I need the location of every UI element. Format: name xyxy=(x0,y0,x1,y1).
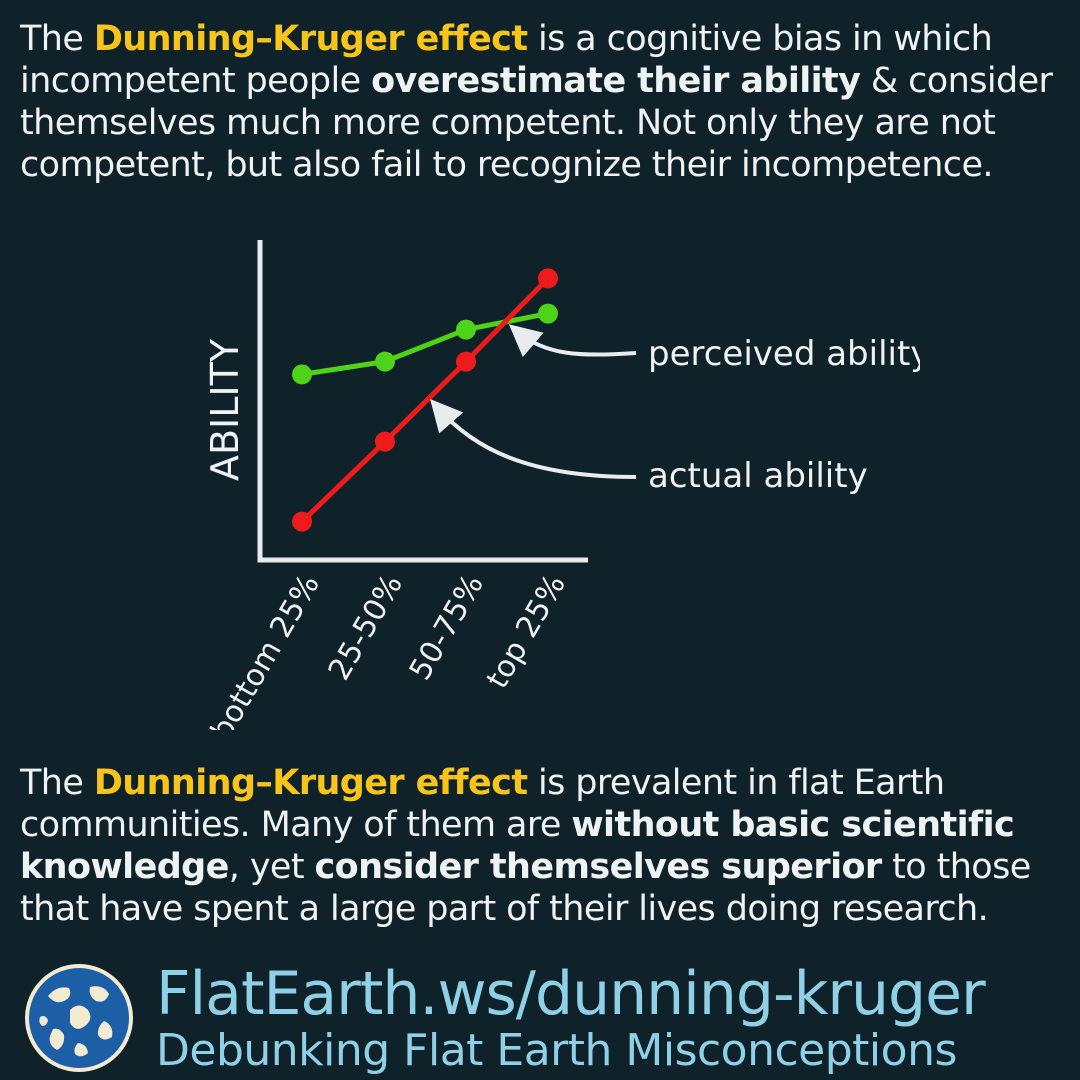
outro-term-highlight: Dunning–Kruger effect xyxy=(93,763,528,803)
intro-paragraph: The Dunning–Kruger effect is a cognitive… xyxy=(20,18,1065,186)
actual-ability-point-3 xyxy=(456,351,476,372)
intro-bold-phrase: overestimate their ability xyxy=(371,61,861,101)
intro-text-2: is a cognitive bias in which incompetent… xyxy=(20,19,993,101)
actual-ability-point-1 xyxy=(292,511,312,532)
globe-map-icon xyxy=(25,964,133,1072)
intro-term-highlight: Dunning–Kruger effect xyxy=(93,19,528,59)
x-tick-label: 50-75% xyxy=(403,569,491,687)
x-tick-label: top 25% xyxy=(480,569,573,695)
intro-text-3: & consider themselves much more competen… xyxy=(20,61,1053,185)
series-layer xyxy=(292,268,558,532)
outro-text-4: to those that have spent a large part of… xyxy=(20,847,1031,929)
x-tick-labels: bottom 25%25-50%50-75%top 25% xyxy=(204,569,573,731)
outro-text-1: The xyxy=(20,763,94,803)
outro-bold-phrase-1: without basic scientific knowledge xyxy=(20,805,1015,887)
dunning-kruger-chart: ABILITY bottom 25%25-50%50-75%top 25% pe… xyxy=(203,240,920,731)
actual-ability-point-2 xyxy=(375,431,395,452)
outro-text-2: is prevalent in flat Earth communities. … xyxy=(20,763,945,845)
actual-ability-arrow xyxy=(430,398,637,479)
site-url[interactable]: FlatEarth.ws/dunning-kruger xyxy=(156,959,986,1029)
intro-text-1: The xyxy=(20,19,94,59)
perceived-ability-line xyxy=(301,311,549,377)
perceived-ability-label: perceived ability xyxy=(648,334,920,374)
site-tagline: Debunking Flat Earth Misconceptions xyxy=(156,1025,957,1076)
y-axis-title: ABILITY xyxy=(203,338,247,481)
actual-ability-label: actual ability xyxy=(648,456,868,496)
outro-paragraph: The Dunning–Kruger effect is prevalent i… xyxy=(20,762,1065,930)
outro-text-3: , yet xyxy=(228,847,315,887)
actual-ability-line xyxy=(300,276,550,524)
perceived-ability-point-4 xyxy=(538,303,558,324)
perceived-ability-point-3 xyxy=(456,319,476,340)
x-tick-label: bottom 25% xyxy=(204,569,327,731)
x-tick-label: 25-50% xyxy=(322,569,410,687)
actual-ability-point-4 xyxy=(538,268,558,289)
outro-bold-phrase-2: consider themselves superior xyxy=(314,847,883,887)
perceived-ability-point-2 xyxy=(375,351,395,372)
chart-axes xyxy=(257,240,588,563)
footer: FlatEarth.ws/dunning-kruger Debunking Fl… xyxy=(0,955,1080,1080)
perceived-ability-point-1 xyxy=(292,364,312,385)
perceived-ability-arrow xyxy=(508,324,637,358)
